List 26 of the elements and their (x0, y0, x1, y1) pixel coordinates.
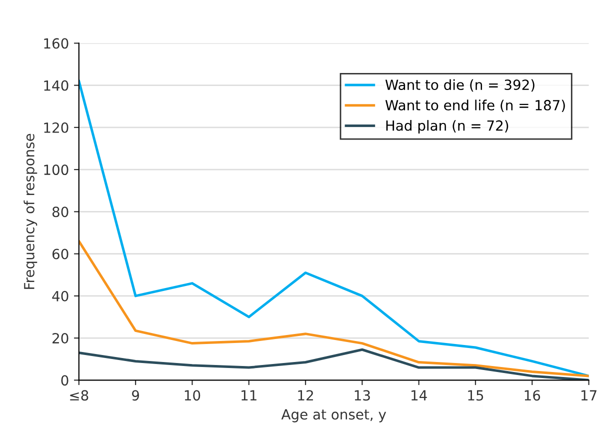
x-axis-title: Age at onset, y (281, 409, 386, 422)
y-tick-label: 80 (52, 206, 68, 218)
y-axis-title: Frequency of response (24, 134, 38, 289)
x-tick-label: 15 (468, 390, 484, 401)
x-tick-label: 16 (524, 390, 540, 401)
y-tick-label: 0 (61, 375, 68, 386)
x-tick-label: ≤8 (70, 390, 88, 401)
legend-label: Had plan (n = 72) (386, 120, 508, 134)
legend-label: Want to end life (n = 187) (385, 100, 565, 112)
x-tick-label: 9 (132, 390, 140, 401)
x-tick-label: 11 (242, 390, 256, 400)
y-tick-label: 100 (44, 164, 68, 176)
x-tick-label: 17 (581, 390, 596, 400)
x-tick-label: 14 (412, 390, 427, 400)
legend-label: Want to die (n = 392) (385, 79, 534, 92)
x-tick-label: 13 (354, 390, 370, 401)
line-series (78, 80, 589, 378)
x-tick-label: 10 (184, 390, 200, 401)
y-tick-label: 120 (44, 122, 68, 133)
y-tick-label: 140 (44, 80, 68, 91)
x-tick-label: 12 (298, 390, 313, 400)
y-tick-label: 60 (52, 248, 68, 260)
y-tick-label: 160 (44, 38, 68, 49)
y-tick-label: 40 (52, 290, 68, 302)
y-tick-label: 20 (52, 333, 68, 344)
line-series (78, 240, 589, 378)
